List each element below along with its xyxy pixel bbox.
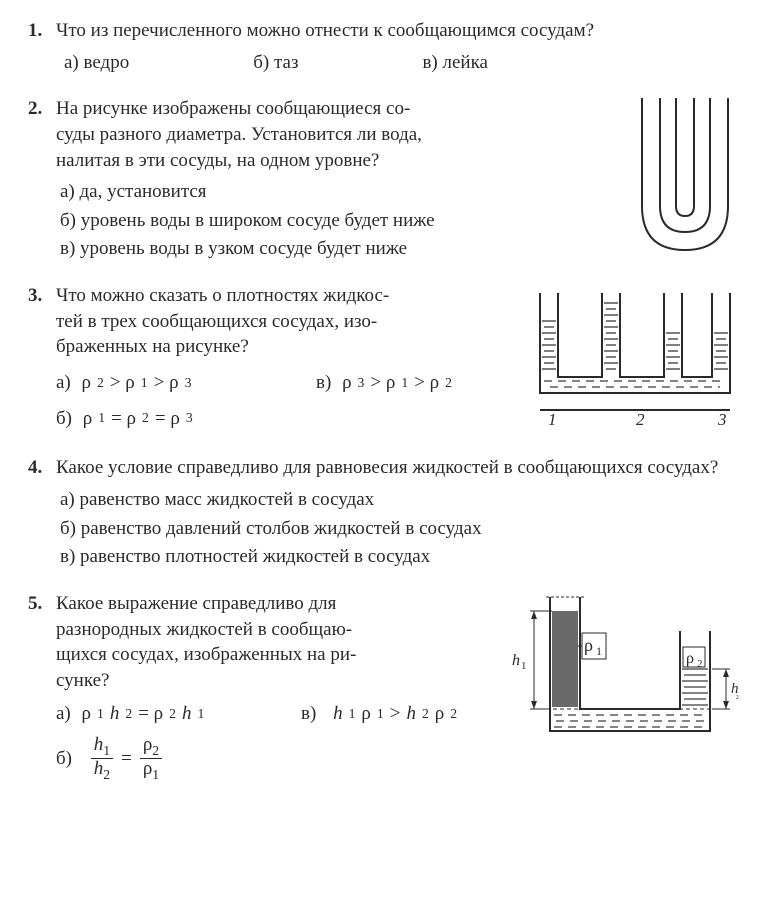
- q4-opt-c: в) равенство плотностей жидкостей в сосу…: [56, 544, 740, 570]
- q3-opt-c: в) ρ3 > ρ1 > ρ2: [316, 370, 516, 396]
- q3-text-line2: тей в трех сообщающихся сосудах, изо-: [56, 309, 516, 335]
- q3-figure: 1 2 3: [530, 283, 740, 428]
- q4-opt-b: б) равенство давлений столбов жидкостей …: [56, 516, 740, 542]
- svg-text:2: 2: [697, 658, 703, 670]
- q3-opt-b: б) ρ1 = ρ2 = ρ3: [56, 406, 256, 432]
- q5-text-line4: сунке?: [56, 668, 486, 694]
- svg-text:3: 3: [717, 410, 727, 428]
- svg-text:1: 1: [521, 660, 527, 672]
- q3-opt-a: а) ρ2 > ρ1 > ρ3: [56, 370, 256, 396]
- q3-text-line3: браженных на рисунке?: [56, 334, 516, 360]
- q5-figure: h 1 h ₂ ρ 1 ρ 2: [500, 591, 740, 766]
- q2-opt-b: б) уровень воды в широком сосуде будет н…: [56, 208, 616, 234]
- q1-text: Что из перечисленного можно отнести к со…: [56, 18, 740, 44]
- svg-text:1: 1: [548, 410, 557, 428]
- q2-number: 2.: [28, 96, 56, 122]
- q5-text-line3: щихся сосудах, изображенных на ри-: [56, 642, 486, 668]
- svg-text:₂: ₂: [736, 689, 740, 700]
- q3-text-line1: Что можно сказать о плотностях жидкос-: [56, 283, 516, 309]
- svg-text:h: h: [512, 652, 520, 669]
- question-3: 3. Что можно сказать о плотностях жидкос…: [28, 283, 740, 437]
- question-2: 2. На рисунке изображены сообщающиеся со…: [28, 96, 740, 265]
- q4-text: Какое условие справедливо для равновесия…: [56, 455, 740, 481]
- q1-number: 1.: [28, 18, 56, 44]
- q5-number: 5.: [28, 591, 56, 617]
- q2-figure: [630, 96, 740, 256]
- q5-opt-a: а) ρ1h2 = ρ2h1: [56, 701, 241, 727]
- q5-text-line1: Какое выражение справедливо для: [56, 591, 486, 617]
- q5-opt-b: б) h1h2 = ρ2ρ1: [56, 735, 241, 782]
- q2-text-line1: На рисунке изображены сообщающиеся со-: [56, 96, 616, 122]
- q2-opt-a: а) да, установится: [56, 179, 616, 205]
- q2-opt-c: в) уровень воды в узком сосуде будет ниж…: [56, 236, 616, 262]
- q5-opt-c: в) h1ρ1 > h2ρ2: [301, 701, 486, 727]
- question-1: 1. Что из перечисленного можно отнести к…: [28, 18, 740, 78]
- svg-text:ρ: ρ: [584, 635, 593, 655]
- question-4: 4. Какое условие справедливо для равнове…: [28, 455, 740, 573]
- q2-text-line3: налитая в эти сосуды, на одном уровне?: [56, 148, 616, 174]
- q4-number: 4.: [28, 455, 56, 481]
- q1-opt-c: в) лейка: [418, 50, 488, 76]
- svg-text:ρ: ρ: [686, 650, 694, 667]
- question-5: 5. Какое выражение справедливо для разно…: [28, 591, 740, 788]
- q1-opt-b: б) таз: [249, 50, 298, 76]
- q1-opt-a: а) ведро: [60, 50, 129, 76]
- q4-opt-a: а) равенство масс жидкостей в сосудах: [56, 487, 740, 513]
- svg-text:1: 1: [596, 644, 602, 658]
- q2-text-line2: суды разного диаметра. Установится ли во…: [56, 122, 616, 148]
- q5-text-line2: разнородных жидкостей в сообщаю-: [56, 617, 486, 643]
- svg-text:2: 2: [636, 410, 645, 428]
- q3-number: 3.: [28, 283, 56, 309]
